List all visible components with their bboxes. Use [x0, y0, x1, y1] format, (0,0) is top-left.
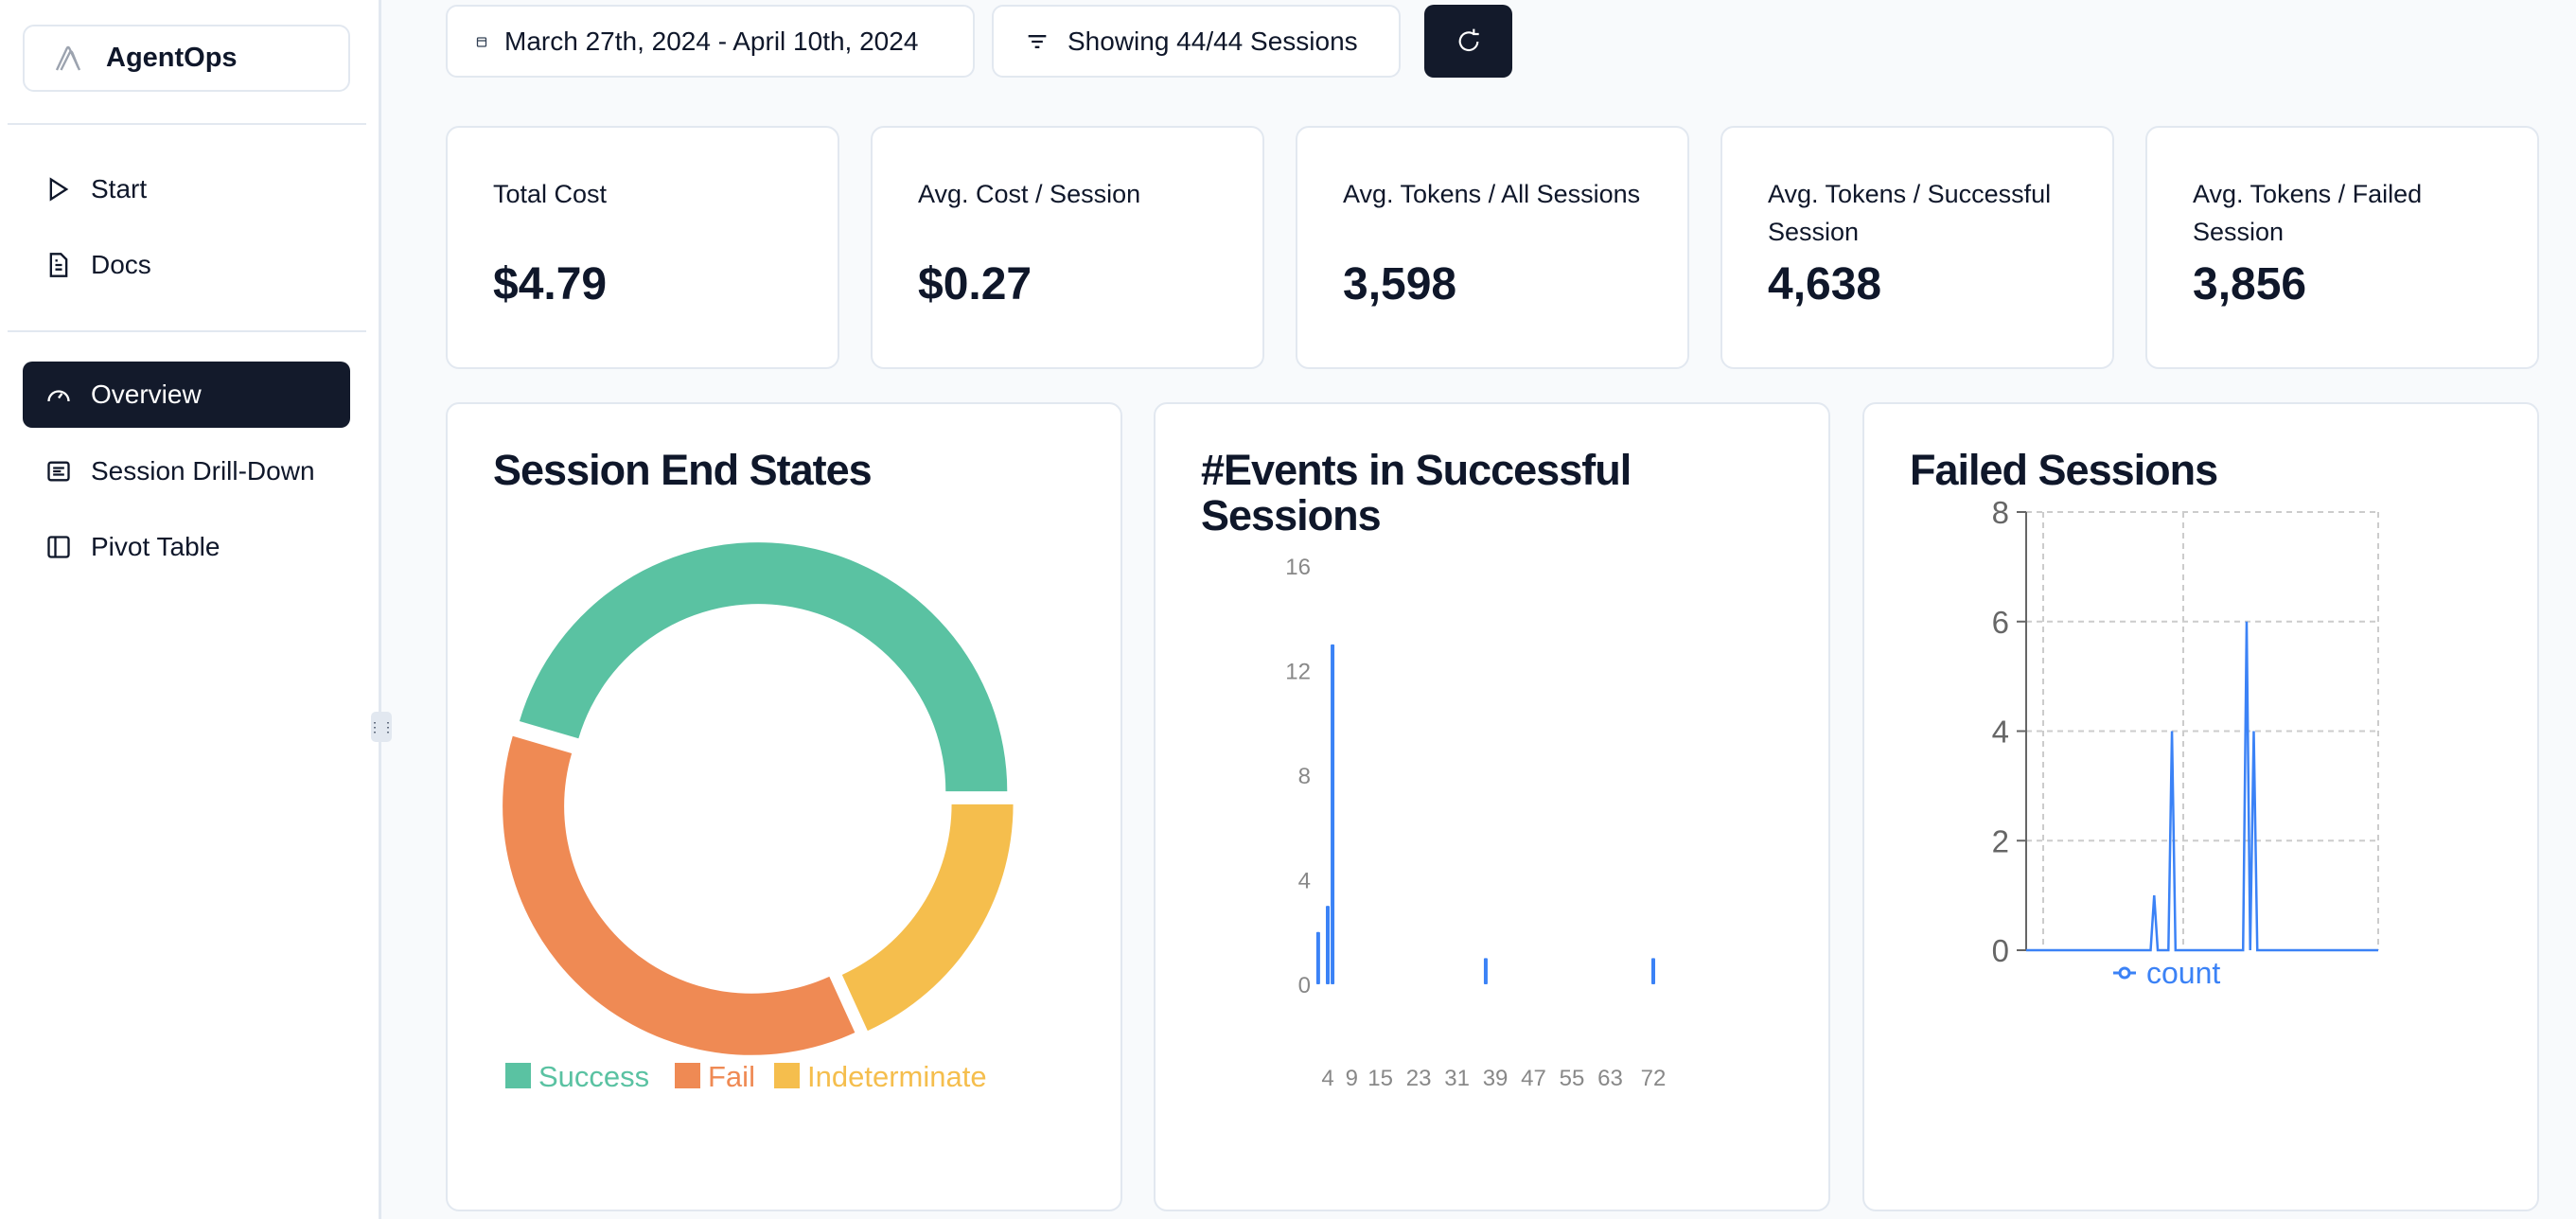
stat-value: 3,598: [1343, 259, 1457, 309]
brand-name: AgentOps: [106, 43, 238, 73]
filter-label: Showing 44/44 Sessions: [1067, 26, 1358, 56]
sidebar-item-docs[interactable]: Docs: [23, 232, 350, 298]
stat-value: 3,856: [2193, 259, 2307, 309]
events-successful-card: #Events in Successful Sessions: [1154, 402, 1830, 1211]
sidebar-item-overview[interactable]: Overview: [23, 362, 350, 428]
paperclip-logo-icon: [55, 45, 81, 71]
sidebar-item-label: Start: [91, 174, 148, 203]
stat-label: Avg. Tokens / Successful Session: [1768, 180, 2052, 246]
refresh-icon: [1458, 28, 1479, 51]
sidebar-item-pivot-table[interactable]: Pivot Table: [23, 514, 350, 580]
gauge-icon: [47, 390, 70, 402]
brand-logo-button[interactable]: AgentOps: [23, 25, 350, 92]
failed-sessions-card: Failed Sessions: [1862, 402, 2539, 1211]
stat-value: 4,638: [1768, 259, 1882, 309]
sidebar-item-start[interactable]: Start: [23, 156, 350, 222]
session-filter-button[interactable]: Showing 44/44 Sessions: [992, 5, 1401, 78]
panel-icon: [47, 536, 70, 558]
sidebar-divider: [8, 123, 366, 125]
sidebar-item-label: Docs: [91, 250, 151, 279]
sidebar-resize-handle[interactable]: ⋮⋮: [368, 712, 395, 742]
document-icon: [49, 253, 68, 277]
stat-card-avg-cost: Avg. Cost / Session $0.27: [871, 126, 1264, 369]
sidebar-divider: [8, 330, 366, 332]
stat-card-avg-tokens-successful: Avg. Tokens / Successful Session 4,638: [1720, 126, 2114, 369]
refresh-button[interactable]: [1424, 5, 1512, 78]
sidebar-item-session-drill-down[interactable]: Session Drill-Down: [23, 438, 350, 504]
stat-label: Avg. Cost / Session: [918, 180, 1141, 208]
list-icon: [47, 461, 70, 482]
sidebar: AgentOps Start Docs Overview Session Dri…: [0, 0, 381, 1219]
stat-label: Avg. Tokens / All Sessions: [1343, 180, 1641, 208]
stat-card-avg-tokens-failed: Avg. Tokens / Failed Session 3,856: [2145, 126, 2539, 369]
stat-label: Avg. Tokens / Failed Session: [2193, 180, 2423, 246]
date-range-label: March 27th, 2024 - April 10th, 2024: [504, 26, 919, 56]
chart-title: Session End States: [493, 446, 873, 494]
stat-card-total-cost: Total Cost $4.79: [446, 126, 839, 369]
chart-title: #Events in Successful Sessions: [1201, 446, 1632, 539]
sidebar-item-label: Session Drill-Down: [91, 456, 315, 486]
play-icon: [49, 177, 69, 202]
chart-title: Failed Sessions: [1910, 446, 2218, 494]
date-range-picker[interactable]: March 27th, 2024 - April 10th, 2024: [446, 5, 975, 78]
calendar-icon: [476, 36, 487, 47]
stat-value: $0.27: [918, 259, 1032, 309]
session-end-states-card: Session End States: [446, 402, 1122, 1211]
stat-card-avg-tokens-all: Avg. Tokens / All Sessions 3,598: [1296, 126, 1689, 369]
filter-icon: [1028, 34, 1047, 48]
stat-value: $4.79: [493, 259, 608, 309]
stat-label: Total Cost: [493, 180, 608, 208]
sidebar-item-label: Overview: [91, 380, 202, 409]
sidebar-item-label: Pivot Table: [91, 532, 221, 561]
